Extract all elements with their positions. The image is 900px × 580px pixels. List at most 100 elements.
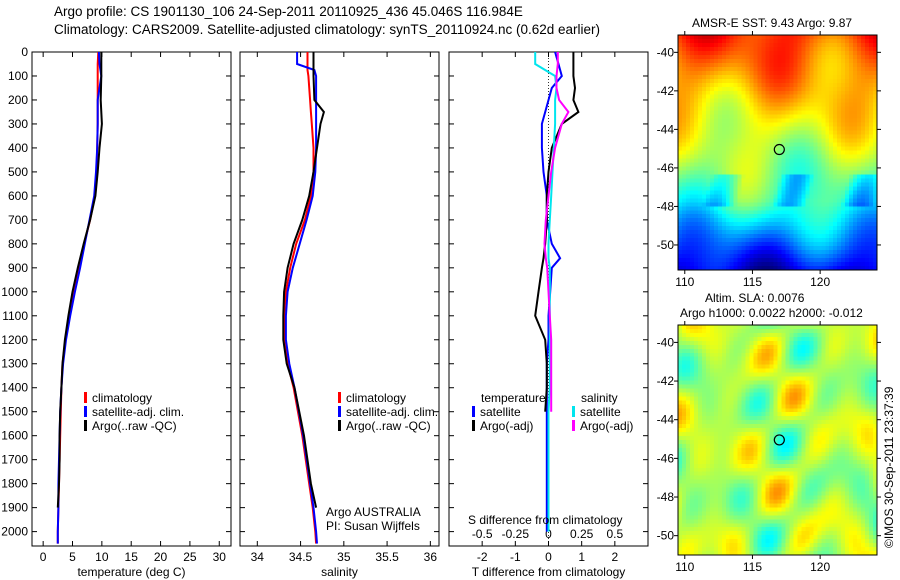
y-tick-label: 1800 (1, 477, 28, 491)
x2-tick-label: 0.25 (570, 527, 594, 541)
x-tick-label: 25 (183, 550, 197, 564)
y-tick-label: 300 (8, 117, 28, 131)
legend-label: Argo(-adj) (580, 419, 634, 433)
x-tick-label: 0 (40, 550, 47, 564)
blue-swatch-icon (472, 406, 475, 417)
legend-label: Argo(..raw -QC) (346, 419, 431, 433)
program-label: Argo AUSTRALIA (326, 505, 421, 519)
legend-label: satellite (580, 405, 621, 419)
black-swatch-icon (84, 420, 87, 431)
legend-satellite: satellite-adj. clim. (84, 405, 184, 419)
y-tick-label: 800 (8, 237, 28, 251)
sla-map-subtitle: Argo h1000: 0.0022 h2000: -0.012 (680, 306, 863, 320)
y-tick-label: 1100 (2, 309, 28, 323)
sst-map-title: AMSR-E SST: 9.43 Argo: 9.87 (692, 16, 853, 30)
s-diff-axis-label: S difference from climatology (468, 513, 623, 527)
y-tick-label: 900 (8, 261, 28, 275)
legend-satellite: satellite-adj. clim. (338, 405, 438, 419)
pi-label: PI: Susan Wijffels (326, 519, 420, 533)
series-line-salinity-argo-adj- (543, 52, 570, 412)
legend-sal-argo: Argo(-adj) (572, 419, 633, 433)
diff-sal-header: salinity (581, 391, 618, 405)
y-tick-label: 1600 (1, 429, 28, 443)
y-tick-label: 600 (8, 189, 28, 203)
series-line-climatology (56, 51, 100, 544)
black-swatch-icon (338, 420, 341, 431)
legend-label: Argo(-adj) (480, 419, 534, 433)
y-tick-label: 1300 (1, 357, 28, 371)
diff-temp-header: temperature (481, 391, 546, 405)
y-tick-label: 1700 (1, 453, 28, 467)
x2-tick-label: 0 (545, 527, 552, 541)
legend-sal-satellite: satellite (572, 405, 621, 419)
series-line-satellite-adj-clim- (56, 51, 103, 544)
series-line-climatology (283, 52, 318, 544)
x-tick-label: 34.5 (289, 550, 313, 564)
series-line-argo-raw-qc- (282, 52, 326, 508)
series-line-temperature-argo-adj- (534, 52, 580, 412)
series-line-argo-raw-qc- (56, 52, 103, 508)
x2-tick-label: -0.5 (472, 527, 493, 541)
x-tick-label: 1 (578, 550, 585, 564)
y-tick-label: 100 (8, 69, 28, 83)
temperature-x-axis-label: temperature (deg C) (77, 565, 185, 579)
series-line-temperature-satellite (540, 51, 563, 532)
y-tick-label: 1200 (1, 333, 28, 347)
x-tick-label: 2 (611, 550, 618, 564)
y-tick-label: 1900 (1, 501, 28, 515)
x2-tick-label: -0.25 (502, 527, 530, 541)
temperature-plot-frame (31, 51, 232, 547)
legend-argo: Argo(..raw -QC) (338, 419, 431, 433)
legend-label: satellite (480, 405, 521, 419)
y-tick-label: 400 (8, 141, 28, 155)
y-tick-label: 500 (8, 165, 28, 179)
y-tick-label: 1400 (1, 381, 28, 395)
x-tick-label: 34 (251, 550, 265, 564)
legend-climatology: climatology (338, 391, 406, 405)
x-tick-label: 0 (545, 550, 552, 564)
blue-swatch-icon (84, 406, 87, 417)
imos-credit: ©IMOS 30-Sep-2011 23:37:39 (882, 386, 896, 548)
salinity-plot-frame (239, 51, 440, 547)
salinity-x-axis-label: salinity (321, 565, 358, 579)
red-swatch-icon (338, 392, 341, 403)
x-tick-label: 36 (424, 550, 438, 564)
x-tick-label: 10 (95, 550, 109, 564)
y-tick-label: 2000 (1, 525, 28, 539)
legend-label: climatology (92, 391, 153, 405)
y-tick-label: 1500 (1, 405, 28, 419)
red-swatch-icon (84, 392, 87, 403)
cyan-swatch-icon (572, 406, 575, 417)
legend-argo: Argo(..raw -QC) (84, 419, 177, 433)
figure-title-line1: Argo profile: CS 1901130_106 24-Sep-2011… (54, 4, 523, 19)
x-tick-label: 15 (125, 550, 139, 564)
x-tick-label: 35 (337, 550, 351, 564)
legend-temp-satellite: satellite (472, 405, 521, 419)
x2-tick-label: 0.5 (606, 527, 623, 541)
sla-map-heatmap (678, 325, 877, 555)
sla-map-title: Altim. SLA: 0.0076 (705, 291, 805, 305)
legend-climatology: climatology (84, 391, 152, 405)
legend-temp-argo: Argo(-adj) (472, 419, 533, 433)
y-tick-label: 200 (8, 93, 28, 107)
y-tick-label: 1000 (1, 285, 28, 299)
x-tick-label: 5 (69, 550, 76, 564)
black-swatch-icon (472, 420, 475, 431)
legend-label: Argo(..raw -QC) (92, 419, 177, 433)
blue-swatch-icon (338, 406, 341, 417)
difference-x-axis-label: T difference from climatology (472, 565, 626, 579)
x-tick-label: 35.5 (375, 550, 399, 564)
sst-map-heatmap (678, 35, 877, 270)
y-tick-label: 0 (21, 45, 28, 59)
x-tick-label: -2 (477, 550, 488, 564)
legend-label: satellite-adj. clim. (92, 405, 185, 419)
x-tick-label: 20 (154, 550, 168, 564)
x-tick-label: 30 (213, 550, 227, 564)
magenta-swatch-icon (572, 420, 575, 431)
y-tick-label: 700 (8, 213, 28, 227)
legend-label: climatology (346, 391, 407, 405)
x-tick-label: -1 (510, 550, 521, 564)
legend-label: satellite-adj. clim. (346, 405, 439, 419)
